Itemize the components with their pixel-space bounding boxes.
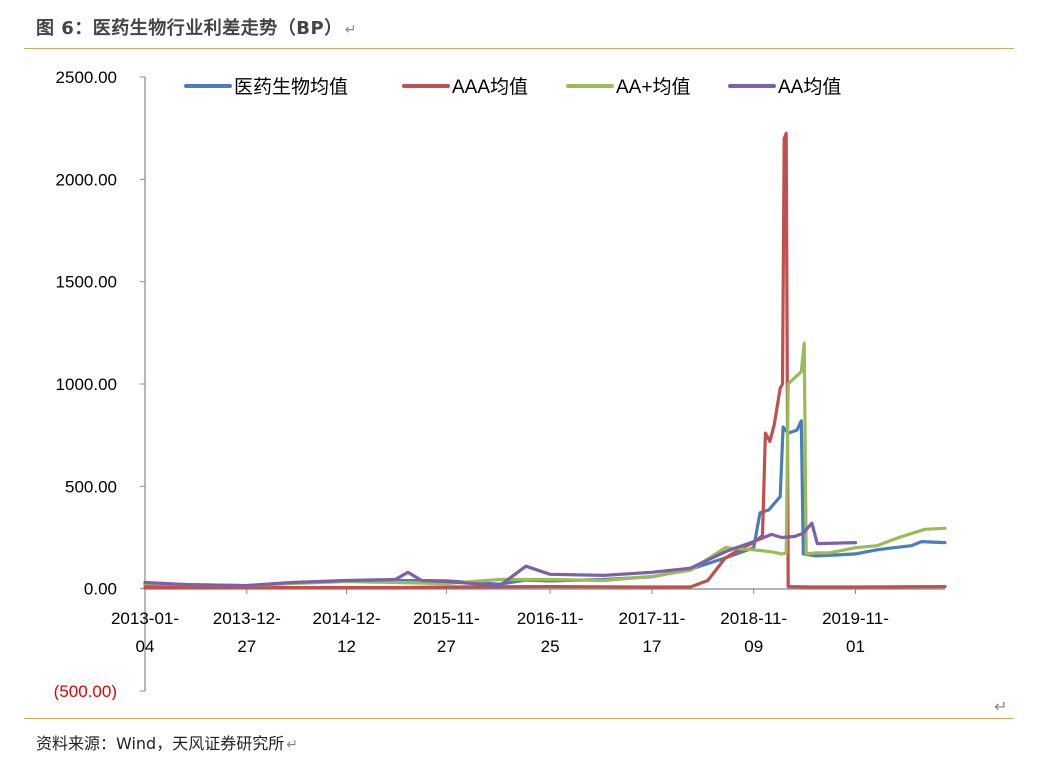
x-tick-label: 2013-01- bbox=[111, 609, 179, 628]
return-mark-glyph: ↵ bbox=[344, 22, 357, 38]
source-divider bbox=[24, 718, 1014, 719]
x-tick-label: 2017-11- bbox=[619, 609, 686, 628]
series-line bbox=[143, 521, 858, 588]
series-line bbox=[143, 131, 947, 590]
chart-axes: (500.00) 0.00 500.00 1000.00 1500.00 2000.00 2… bbox=[54, 68, 945, 700]
y-tick-label: 0.00 bbox=[84, 580, 117, 599]
y-tick-label: 500.00 bbox=[65, 477, 117, 496]
figure-title: 图 6：医药生物行业利差走势（BP） ↵ bbox=[36, 18, 357, 39]
y-tick-label: 2000.00 bbox=[56, 170, 117, 189]
spread-line-chart: (500.00) 0.00 500.00 1000.00 1500.00 2000.00 2… bbox=[54, 68, 947, 700]
paragraph-end-mark: ↵ bbox=[994, 697, 1008, 716]
x-tick-label-line2: 27 bbox=[237, 637, 256, 656]
x-tick-label: 2013-12- bbox=[213, 609, 281, 628]
series-line bbox=[143, 341, 947, 588]
legend-label: 医药生物均值 bbox=[234, 76, 348, 98]
y-tick-label: 2500.00 bbox=[56, 68, 117, 87]
x-tick-label: 2019-11- bbox=[822, 609, 889, 628]
x-tick-label-line2: 25 bbox=[541, 637, 560, 656]
chart-legend: 医药生物均值 AAA均值 AA+均值 AA均值 bbox=[184, 76, 841, 98]
x-tick-label-line2: 09 bbox=[744, 637, 763, 656]
x-tick-label-line2: 27 bbox=[437, 637, 456, 656]
x-tick-label-line2: 01 bbox=[846, 637, 865, 656]
y-tick-label: 1000.00 bbox=[56, 375, 117, 394]
return-mark-glyph: ↵ bbox=[286, 737, 298, 753]
x-tick-label: 2016-11- bbox=[517, 609, 584, 628]
y-tick-label: (500.00) bbox=[54, 682, 117, 700]
source-note: 资料来源：Wind，天风证券研究所 ↵ bbox=[36, 734, 298, 753]
x-tick-label: 2018-11- bbox=[720, 609, 787, 628]
chart-series-lines bbox=[143, 131, 947, 590]
y-tick-label: 1500.00 bbox=[56, 273, 117, 292]
x-tick-label-line2: 12 bbox=[337, 637, 356, 656]
x-tick-label-line2: 04 bbox=[136, 637, 155, 656]
x-tick-label: 2015-11- bbox=[413, 609, 480, 628]
x-tick-label-line2: 17 bbox=[642, 637, 661, 656]
legend-label: AA+均值 bbox=[616, 76, 690, 98]
legend-label: AA均值 bbox=[778, 76, 841, 98]
series-line bbox=[143, 419, 947, 588]
x-tick-label: 2014-12- bbox=[313, 609, 381, 628]
legend-label: AAA均值 bbox=[452, 76, 528, 98]
title-divider bbox=[24, 48, 1014, 49]
